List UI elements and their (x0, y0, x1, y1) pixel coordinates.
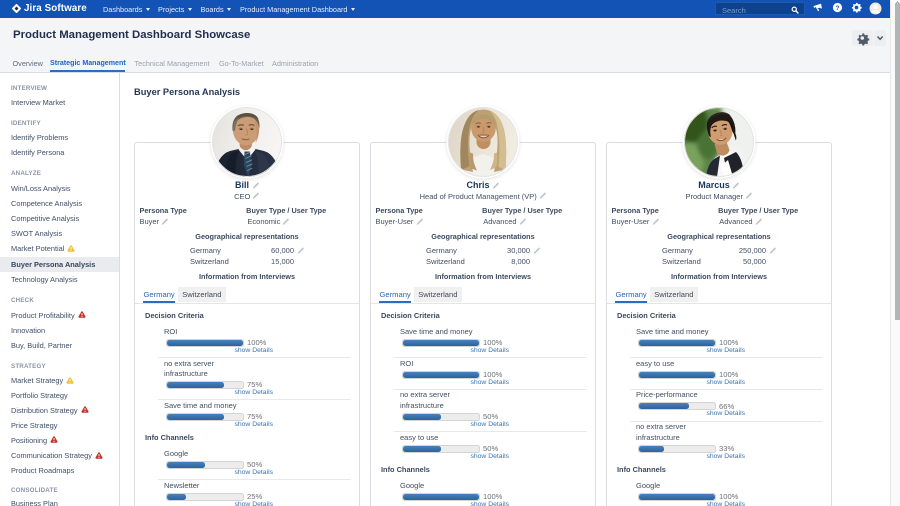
svg-text:?: ? (836, 5, 840, 12)
